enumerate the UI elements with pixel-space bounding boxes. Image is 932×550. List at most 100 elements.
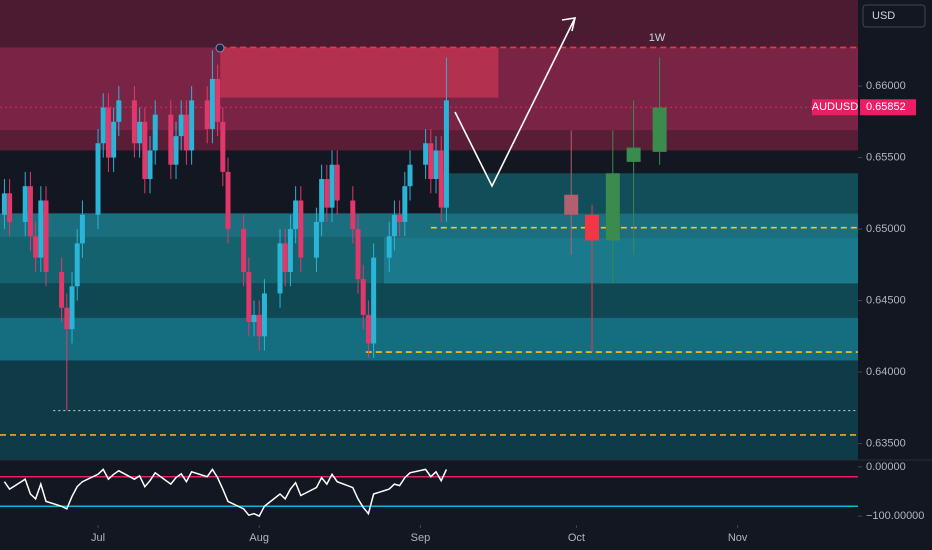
zone xyxy=(0,317,858,361)
y-tick-label: 0.64000 xyxy=(866,366,906,378)
candle-body xyxy=(371,257,377,344)
x-tick-label: Jul xyxy=(91,532,105,544)
candle-body xyxy=(443,100,449,208)
y-tick-label: 0.66000 xyxy=(866,80,906,92)
candle-body xyxy=(147,150,153,180)
candle-body xyxy=(116,100,122,122)
candle-body xyxy=(652,107,667,152)
axes: 0.63500 0.64000 0.64500 0.65000 0.65500 0.660… xyxy=(91,80,924,544)
projection-arrow xyxy=(454,17,577,188)
oscillator xyxy=(0,468,858,518)
y-tick-label: 0.65000 xyxy=(866,223,906,235)
candle-body xyxy=(137,121,143,144)
zone xyxy=(220,47,499,98)
oscillator-line xyxy=(3,468,448,518)
zone xyxy=(0,283,858,318)
candle-body xyxy=(298,200,304,258)
x-tick-label: Aug xyxy=(249,532,269,544)
symbol: AUDUSD xyxy=(812,101,859,113)
candle-body xyxy=(423,143,429,165)
candle-body xyxy=(438,150,444,208)
zone xyxy=(384,237,858,284)
candle-body xyxy=(397,214,403,222)
zone xyxy=(0,0,858,48)
candle-body xyxy=(27,186,33,237)
candle-body xyxy=(386,236,392,258)
last-price: 0.65852 xyxy=(866,101,906,113)
candle-body xyxy=(605,173,620,241)
candle-body xyxy=(38,200,44,258)
price-axis xyxy=(858,0,932,550)
x-tick-label: Sep xyxy=(411,532,431,544)
y-tick-label: 0.64500 xyxy=(866,294,906,306)
candle-body xyxy=(142,121,148,180)
candle-body xyxy=(334,164,340,201)
candle-body xyxy=(355,229,361,280)
candle-body xyxy=(428,143,434,180)
candle-body xyxy=(69,286,75,330)
x-tick-label: Oct xyxy=(568,532,585,544)
candle-body xyxy=(433,150,439,180)
candle-body xyxy=(365,314,371,344)
candle-body xyxy=(324,179,330,208)
zones xyxy=(0,0,858,460)
candle-body xyxy=(173,136,179,165)
candles xyxy=(1,50,667,411)
candle-body xyxy=(74,243,80,287)
candle-body xyxy=(215,78,221,122)
candle-body xyxy=(152,114,158,151)
levels xyxy=(0,46,858,436)
candle-body xyxy=(360,279,366,315)
y-tick-label: −100.00000 xyxy=(866,510,924,522)
candle-body xyxy=(209,78,215,129)
y-tick-label: 0.00000 xyxy=(866,461,906,473)
candle-body xyxy=(204,100,210,129)
zone xyxy=(0,130,858,151)
candle-body xyxy=(22,186,28,222)
currency-button[interactable] xyxy=(862,4,926,28)
candle-body xyxy=(1,193,7,215)
candle-body xyxy=(402,186,408,222)
candle-body xyxy=(241,229,247,272)
candle-body xyxy=(33,236,39,258)
candle-body xyxy=(131,100,137,144)
y-tick-label: 0.65500 xyxy=(866,151,906,163)
candle-body xyxy=(564,194,579,215)
candle-body xyxy=(225,171,231,230)
candle-body xyxy=(178,114,184,137)
candle-body xyxy=(287,229,293,272)
x-tick-label: Nov xyxy=(728,532,748,544)
candle-body xyxy=(407,164,413,187)
candle-body xyxy=(100,107,106,144)
candle-body xyxy=(95,143,101,215)
candle-body xyxy=(79,214,85,244)
y-tick-label: 0.63500 xyxy=(866,437,906,449)
zone xyxy=(0,213,858,238)
candle-body xyxy=(391,214,397,237)
candle-body xyxy=(43,200,49,272)
candle-body xyxy=(251,314,257,323)
candle-body xyxy=(168,114,174,165)
candle-body xyxy=(329,164,335,208)
candle-body xyxy=(277,243,283,294)
currency[interactable]: USD xyxy=(872,10,895,22)
candle-body xyxy=(313,221,319,258)
symbol-tag xyxy=(812,99,858,116)
zone xyxy=(441,173,858,214)
candle-body xyxy=(293,200,299,230)
candle-body xyxy=(189,100,195,151)
candle-body xyxy=(626,147,641,162)
last-price-tag xyxy=(860,99,916,116)
candle-body xyxy=(59,271,65,308)
candle-body xyxy=(350,200,356,230)
candle-body xyxy=(183,114,189,151)
candle-body xyxy=(282,243,288,272)
candle-body xyxy=(7,193,13,222)
candle-body xyxy=(105,107,111,158)
candle-body xyxy=(111,121,117,158)
candle-body xyxy=(261,293,267,337)
timeframe-label: 1W xyxy=(649,32,666,44)
candle-body xyxy=(256,314,262,337)
